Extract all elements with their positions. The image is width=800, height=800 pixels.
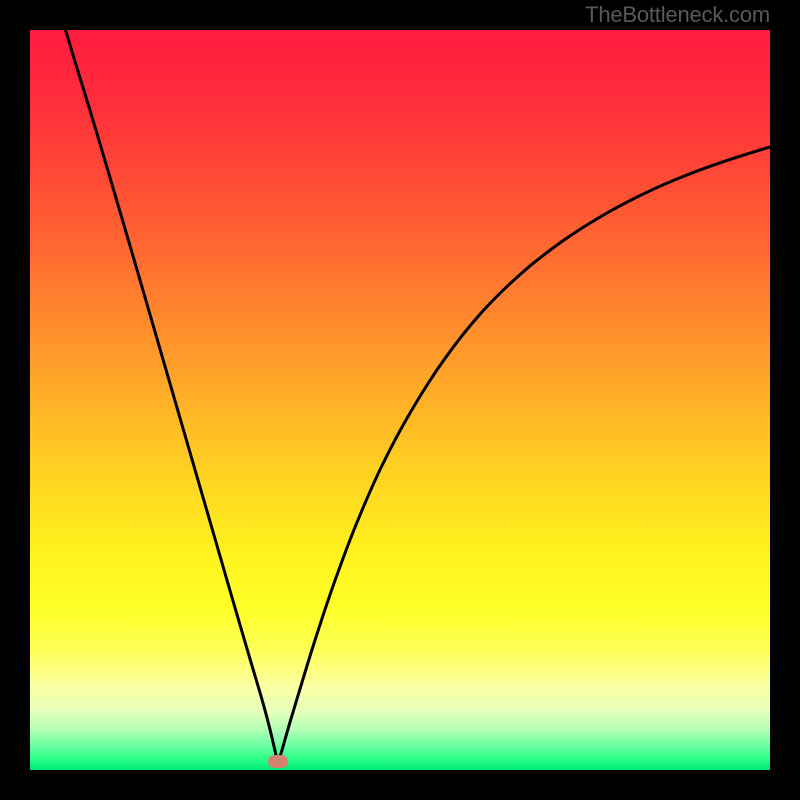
chart-frame: TheBottleneck.com xyxy=(0,0,800,800)
plot-area xyxy=(30,30,770,770)
bottleneck-curve xyxy=(30,30,770,770)
curve-path xyxy=(66,30,770,763)
apex-marker xyxy=(268,755,288,768)
watermark-text: TheBottleneck.com xyxy=(585,2,770,28)
